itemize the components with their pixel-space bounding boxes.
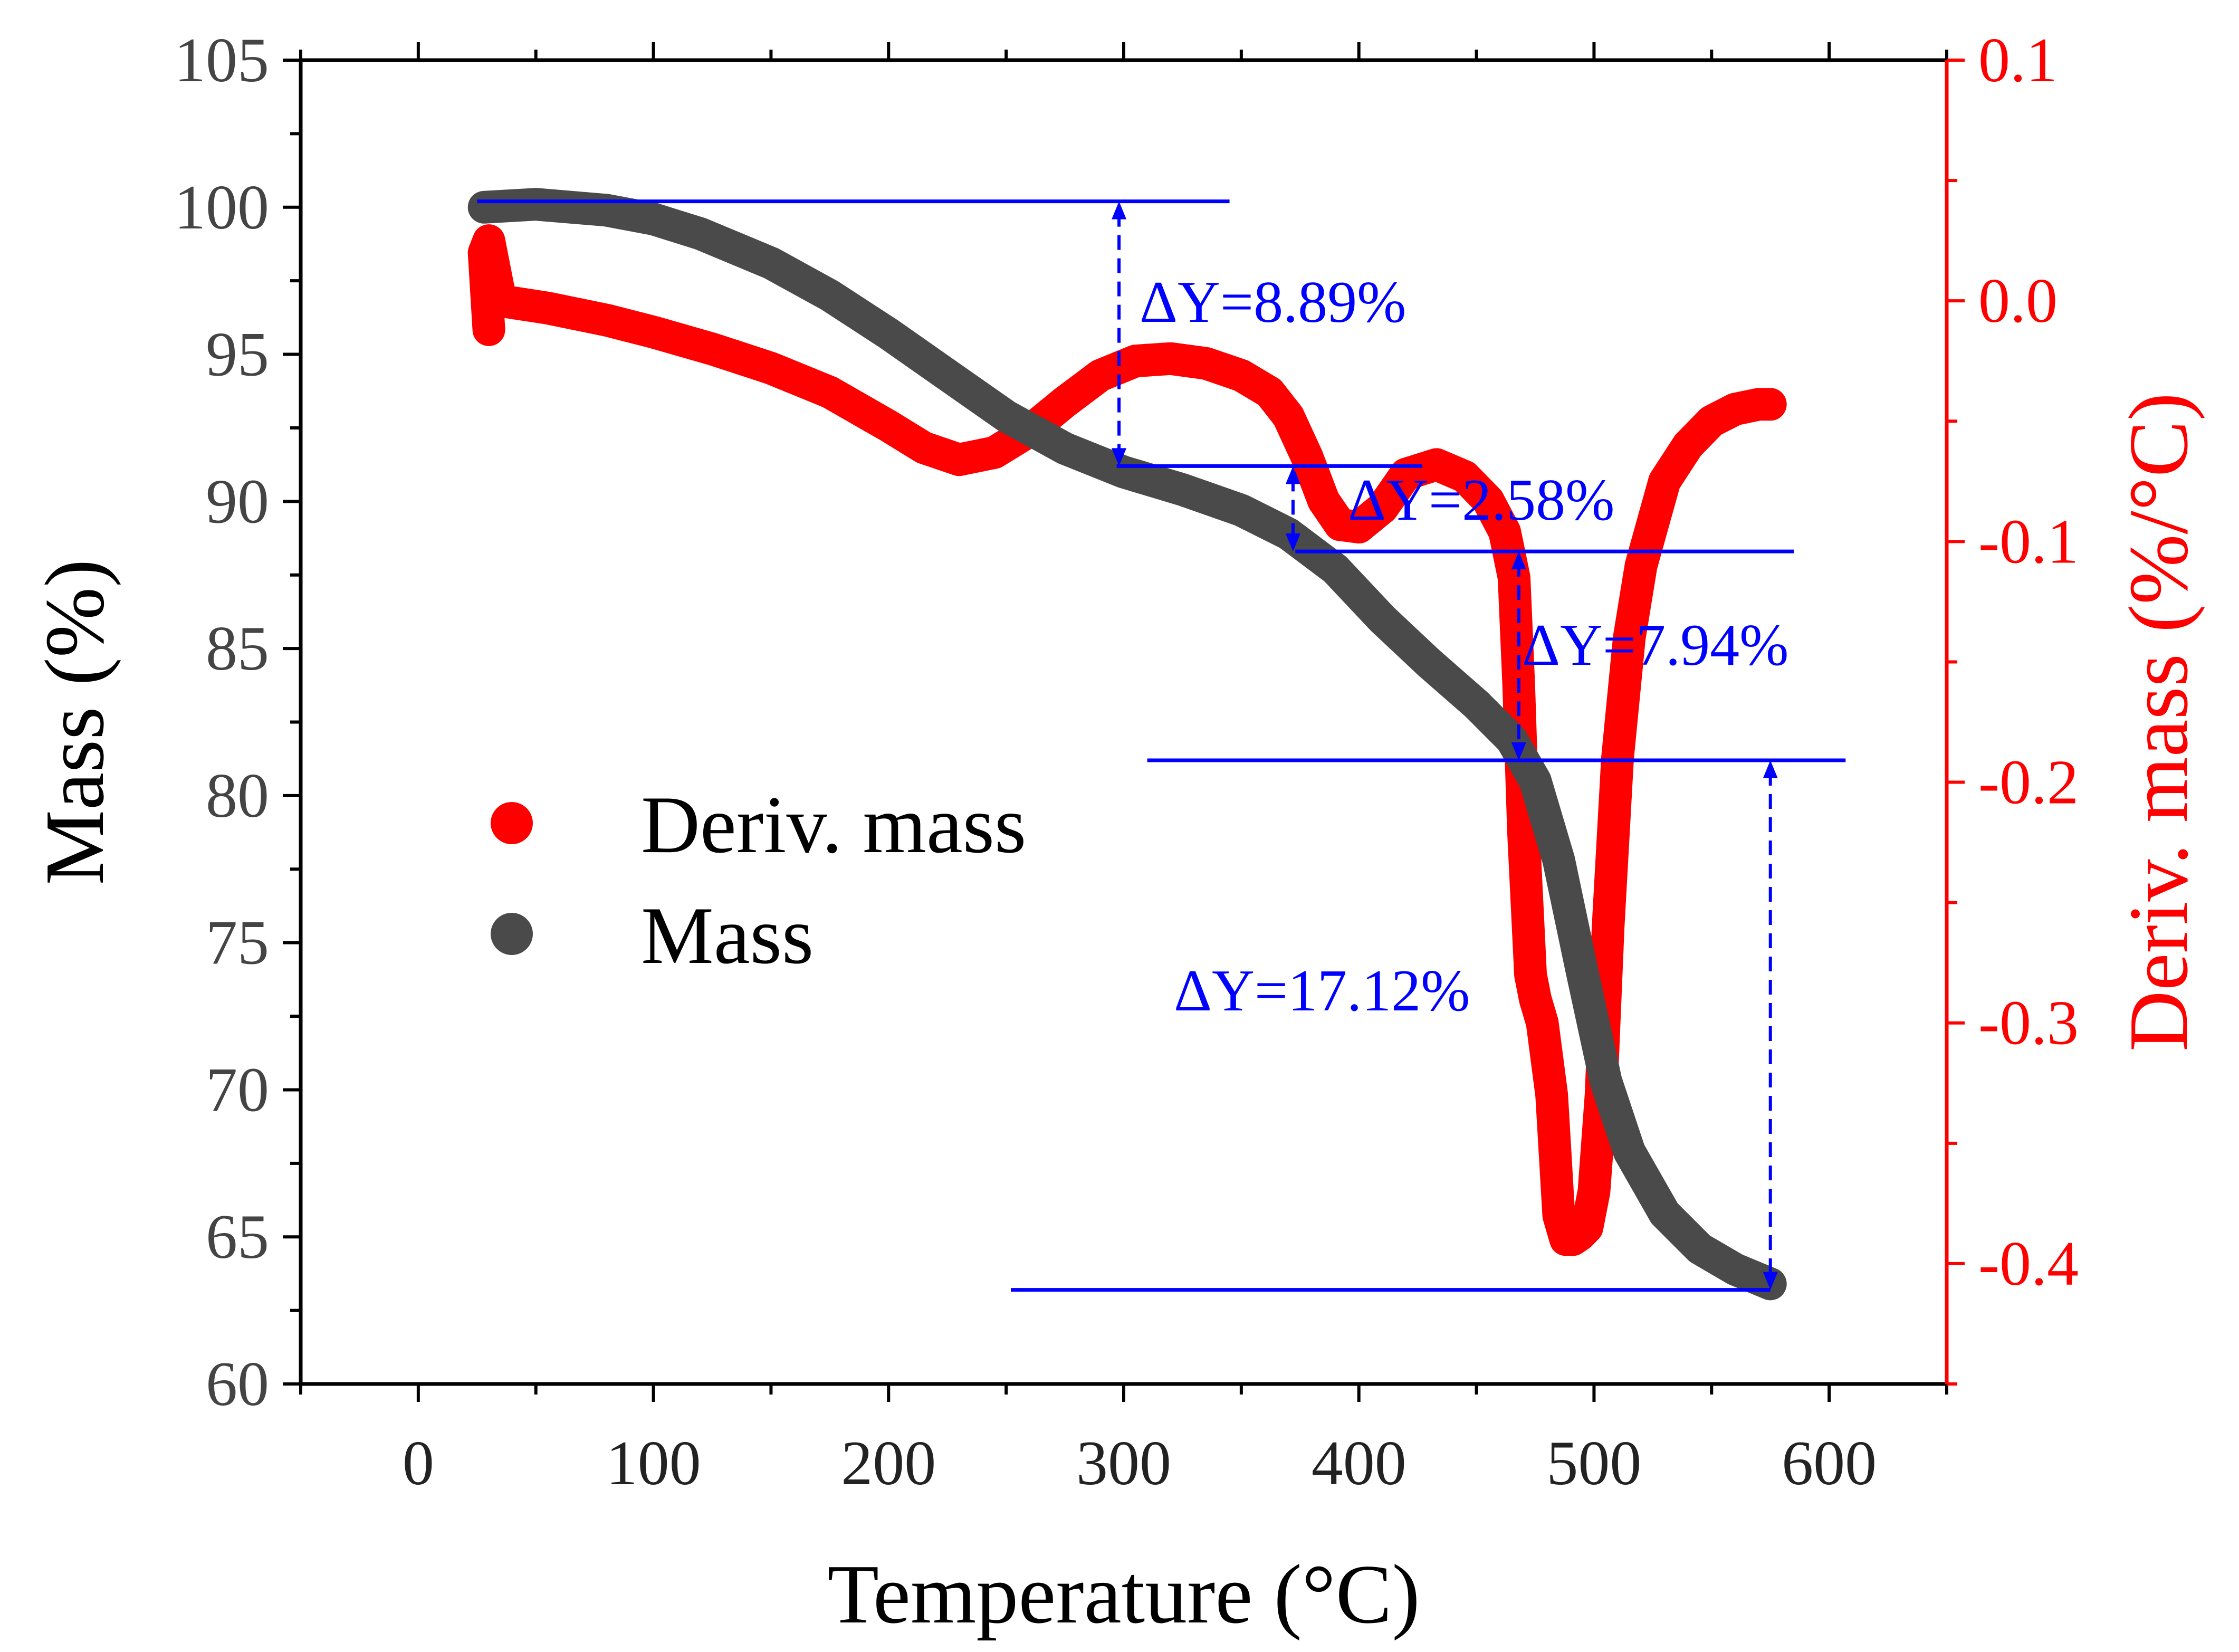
y-tick-label: 95 <box>206 319 269 389</box>
y-tick-label: 75 <box>206 908 269 978</box>
legend: Deriv. mass Mass <box>491 779 1026 981</box>
delta-annotation-2 <box>1285 466 1794 553</box>
y2-axis-title: Deriv. mass (%/°C) <box>2111 393 2205 1052</box>
delta-annotation-4 <box>1011 760 1778 1292</box>
legend-marker-mass <box>491 913 533 955</box>
x-tick-label: 0 <box>403 1428 434 1498</box>
arrow-head-down <box>1511 742 1526 760</box>
x-tick-label: 600 <box>1782 1428 1877 1498</box>
y-tick-label: 105 <box>174 25 269 95</box>
y-tick-label: 85 <box>206 613 269 683</box>
delta-label-2: ΔY=2.58% <box>1348 467 1614 533</box>
y-tick-label: 60 <box>206 1349 269 1419</box>
delta-annotation-3 <box>1147 551 1846 762</box>
y-tick-label: 65 <box>206 1201 269 1272</box>
annotation-layer: ΔY=8.89% ΔY=2.58% ΔY=7.94% ΔY=17.12% <box>477 199 1846 1292</box>
delta-annotation-1 <box>477 199 1423 468</box>
y-axis-title: Mass (%) <box>27 559 121 885</box>
arrow-head-up <box>1285 466 1300 484</box>
delta-label-4: ΔY=17.12% <box>1174 958 1470 1024</box>
y-tick-label: 70 <box>206 1054 269 1124</box>
arrow-head-up <box>1511 551 1526 570</box>
y2-tick-label: 0.0 <box>1978 265 2058 336</box>
y-tick-label: 80 <box>206 760 269 830</box>
legend-marker-deriv <box>491 802 533 844</box>
arrow-head-down <box>1763 1272 1778 1290</box>
axes-layer: 0 100 200 300 400 500 600 60 65 70 75 80 85 90 95 100 10… <box>27 25 2205 1641</box>
x-tick-label: 200 <box>841 1428 936 1498</box>
x-tick-label: 500 <box>1546 1428 1641 1498</box>
delta-label-3: ΔY=7.94% <box>1522 613 1788 678</box>
arrow-head-down <box>1112 448 1127 466</box>
arrow-head-down <box>1285 533 1300 552</box>
y2-tick-label: -0.1 <box>1978 506 2079 576</box>
y2-tick-label: 0.1 <box>1978 25 2058 95</box>
deriv-mass-layer <box>467 224 1787 1256</box>
y2-tick-label: -0.4 <box>1978 1228 2079 1298</box>
y-tick-label: 90 <box>206 466 269 536</box>
legend-label-mass: Mass <box>641 890 814 981</box>
arrow-head-up <box>1763 760 1778 778</box>
delta-label-1: ΔY=8.89% <box>1140 270 1406 335</box>
x-tick-label: 100 <box>606 1428 701 1498</box>
deriv-mass-series-line <box>467 224 1787 1256</box>
y2-tick-label: -0.2 <box>1978 747 2079 817</box>
arrow-head-up <box>1112 201 1127 219</box>
x-axis-title: Temperature (°C) <box>827 1547 1420 1641</box>
x-tick-label: 300 <box>1076 1428 1171 1498</box>
x-tick-label: 400 <box>1312 1428 1406 1498</box>
y-tick-label: 100 <box>174 172 269 242</box>
y2-tick-label: -0.3 <box>1978 988 2079 1058</box>
legend-label-deriv: Deriv. mass <box>641 779 1026 870</box>
